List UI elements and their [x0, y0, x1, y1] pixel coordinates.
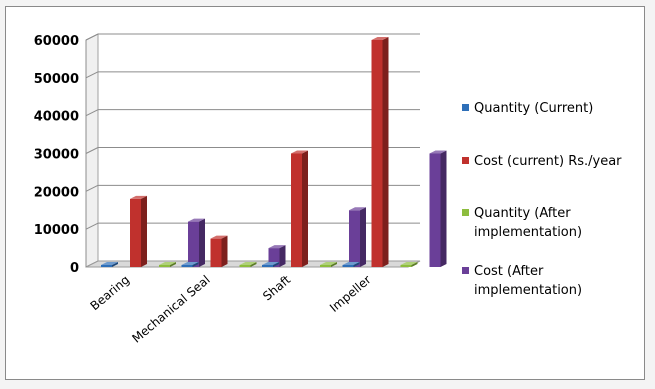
bar-top	[291, 150, 308, 154]
bar-side	[112, 262, 118, 267]
bar	[239, 265, 251, 267]
bar-side	[302, 150, 308, 267]
bar-side	[279, 245, 286, 267]
legend-label: Cost (After implementation)	[474, 264, 583, 298]
bar	[429, 153, 441, 267]
bar	[349, 210, 360, 267]
bar	[159, 265, 170, 267]
bar	[262, 265, 273, 267]
chart-svg: 0 10000 20000 30000 40000 50000 60000 BearingMe…	[34, 33, 447, 346]
bars-layer	[101, 37, 447, 267]
bar	[268, 248, 280, 267]
bar-top	[320, 262, 337, 265]
labels-layer: 0 10000 20000 30000 40000 50000 60000 BearingMe…	[34, 34, 374, 346]
bar-top	[181, 262, 199, 265]
y-tick-label: 50000	[34, 72, 79, 87]
bar-side	[192, 262, 199, 267]
x-category-label: Bearing	[88, 273, 133, 314]
bar-side	[331, 262, 337, 267]
gridline-side	[85, 109, 99, 117]
gridline-side	[85, 222, 99, 230]
bar-side	[360, 207, 366, 267]
y-tick-label: 20000	[34, 185, 79, 200]
x-category-label: Impeller	[327, 273, 374, 315]
legend-label: Cost (current) Rs./year	[474, 154, 622, 169]
x-category-label: Shaft	[260, 272, 293, 303]
chart-frame: 0 10000 20000 30000 40000 50000 60000 Bearing Me…	[5, 6, 645, 380]
bar-top	[371, 37, 389, 40]
bar-side	[250, 262, 257, 267]
gridline-side	[85, 33, 99, 41]
bar	[371, 40, 383, 267]
bar-top	[349, 207, 366, 211]
bar	[210, 238, 222, 267]
legend-item: Cost (After implementation)	[462, 262, 634, 300]
legend-swatch	[462, 267, 469, 274]
gridline-side	[85, 147, 99, 154]
legend-label: Quantity (Current)	[474, 101, 594, 116]
bar	[342, 265, 354, 267]
bar	[291, 153, 302, 267]
y-tick-label: 0	[70, 261, 79, 276]
bar-side	[440, 150, 447, 267]
bar-top	[429, 150, 447, 154]
bar	[181, 265, 193, 267]
bar-top	[342, 262, 360, 265]
legend-item: Cost (current) Rs./year	[462, 152, 634, 171]
legend-item: Quantity (Current)	[462, 99, 634, 118]
bar-side	[411, 262, 418, 267]
bar-top	[239, 262, 257, 265]
y-tick-label: 10000	[34, 223, 79, 238]
bar-side	[221, 235, 228, 267]
legend-swatch	[462, 104, 469, 111]
y-tick-label: 40000	[34, 110, 79, 125]
bar-side	[141, 195, 147, 267]
gridline-side	[85, 184, 99, 192]
bar	[130, 198, 141, 267]
legend-swatch	[462, 157, 469, 164]
bar	[101, 265, 112, 267]
bar-top	[400, 262, 418, 265]
bar	[400, 265, 412, 267]
bar-top	[268, 245, 286, 249]
bar-top	[101, 262, 118, 265]
bar-top	[159, 262, 176, 265]
y-tick-label: 30000	[34, 148, 79, 163]
bar-top	[130, 195, 147, 199]
legend-label: Quantity (After implementation)	[474, 206, 583, 240]
legend-swatch	[462, 209, 469, 216]
bar-side	[273, 262, 279, 267]
y-tick-label: 60000	[34, 34, 79, 49]
bar-side	[199, 218, 205, 267]
bar	[188, 221, 199, 267]
bar-top	[188, 218, 205, 222]
legend-item: Quantity (After implementation)	[462, 204, 634, 242]
bar	[320, 265, 331, 267]
bar-side	[170, 262, 176, 267]
bar-top	[262, 262, 279, 265]
gridline-side	[85, 71, 99, 79]
bar-top	[210, 235, 228, 239]
bar-side	[382, 37, 389, 267]
bar-side	[353, 262, 360, 267]
x-category-label: Mechanical Seal	[129, 273, 212, 346]
